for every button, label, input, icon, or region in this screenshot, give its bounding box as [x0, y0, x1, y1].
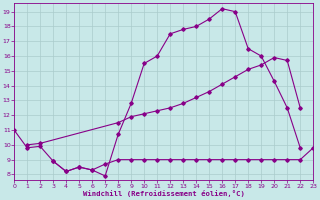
X-axis label: Windchill (Refroidissement éolien,°C): Windchill (Refroidissement éolien,°C) [83, 190, 244, 197]
